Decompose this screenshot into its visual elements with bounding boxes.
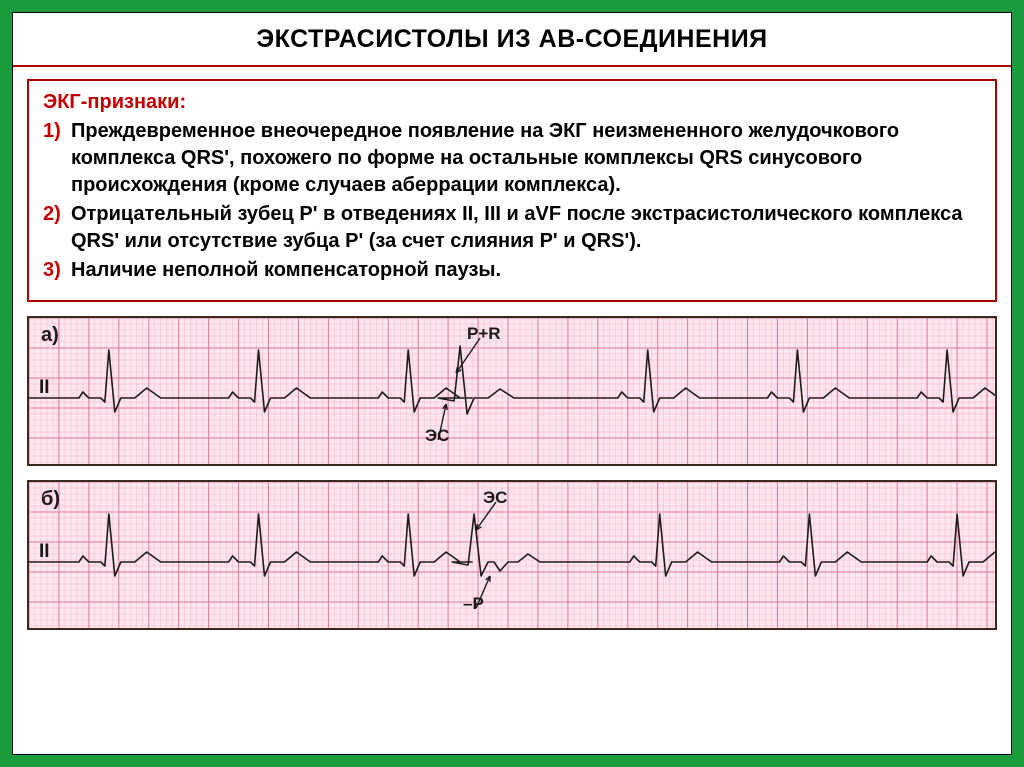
ecg-annotation: –P: [463, 594, 484, 614]
ecg-annotation: ЭС: [425, 426, 449, 446]
item-number: 1): [43, 118, 71, 145]
ecg-strip-b: б) II ЭС –P: [27, 480, 997, 630]
strip-label: а): [41, 324, 59, 347]
ecg-svg: [29, 482, 995, 628]
item-number: 2): [43, 201, 71, 228]
list-item: 1) Преждевременное внеочередное появлени…: [43, 118, 981, 199]
ecg-svg: [29, 318, 995, 464]
title-text: ЭКСТРАСИСТОЛЫ ИЗ АВ-СОЕДИНЕНИЯ: [256, 25, 767, 54]
ecg-annotation: P+R: [467, 324, 501, 344]
slide-frame: ЭКСТРАСИСТОЛЫ ИЗ АВ-СОЕДИНЕНИЯ ЭКГ-призн…: [12, 12, 1012, 755]
content-box: ЭКГ-признаки: 1) Преждевременное внеочер…: [27, 79, 997, 302]
item-number: 3): [43, 257, 71, 284]
subhead: ЭКГ-признаки:: [43, 91, 981, 114]
lead-label: II: [39, 541, 50, 563]
item-text: Отрицательный зубец P' в отведениях II, …: [71, 201, 981, 255]
ecg-strip-a: а) II P+R ЭС: [27, 316, 997, 466]
item-text: Наличие неполной компенсаторной паузы.: [71, 257, 981, 284]
list-item: 3) Наличие неполной компенсаторной паузы…: [43, 257, 981, 284]
lead-label: II: [39, 377, 50, 399]
item-text: Преждевременное внеочередное появление н…: [71, 118, 981, 199]
criteria-list: 1) Преждевременное внеочередное появлени…: [43, 118, 981, 284]
title-bar: ЭКСТРАСИСТОЛЫ ИЗ АВ-СОЕДИНЕНИЯ: [13, 13, 1011, 67]
strip-label: б): [41, 488, 60, 511]
list-item: 2) Отрицательный зубец P' в отведениях I…: [43, 201, 981, 255]
ecg-area: а) II P+R ЭС б) II ЭС –P: [13, 312, 1011, 754]
ecg-annotation: ЭС: [483, 488, 507, 508]
